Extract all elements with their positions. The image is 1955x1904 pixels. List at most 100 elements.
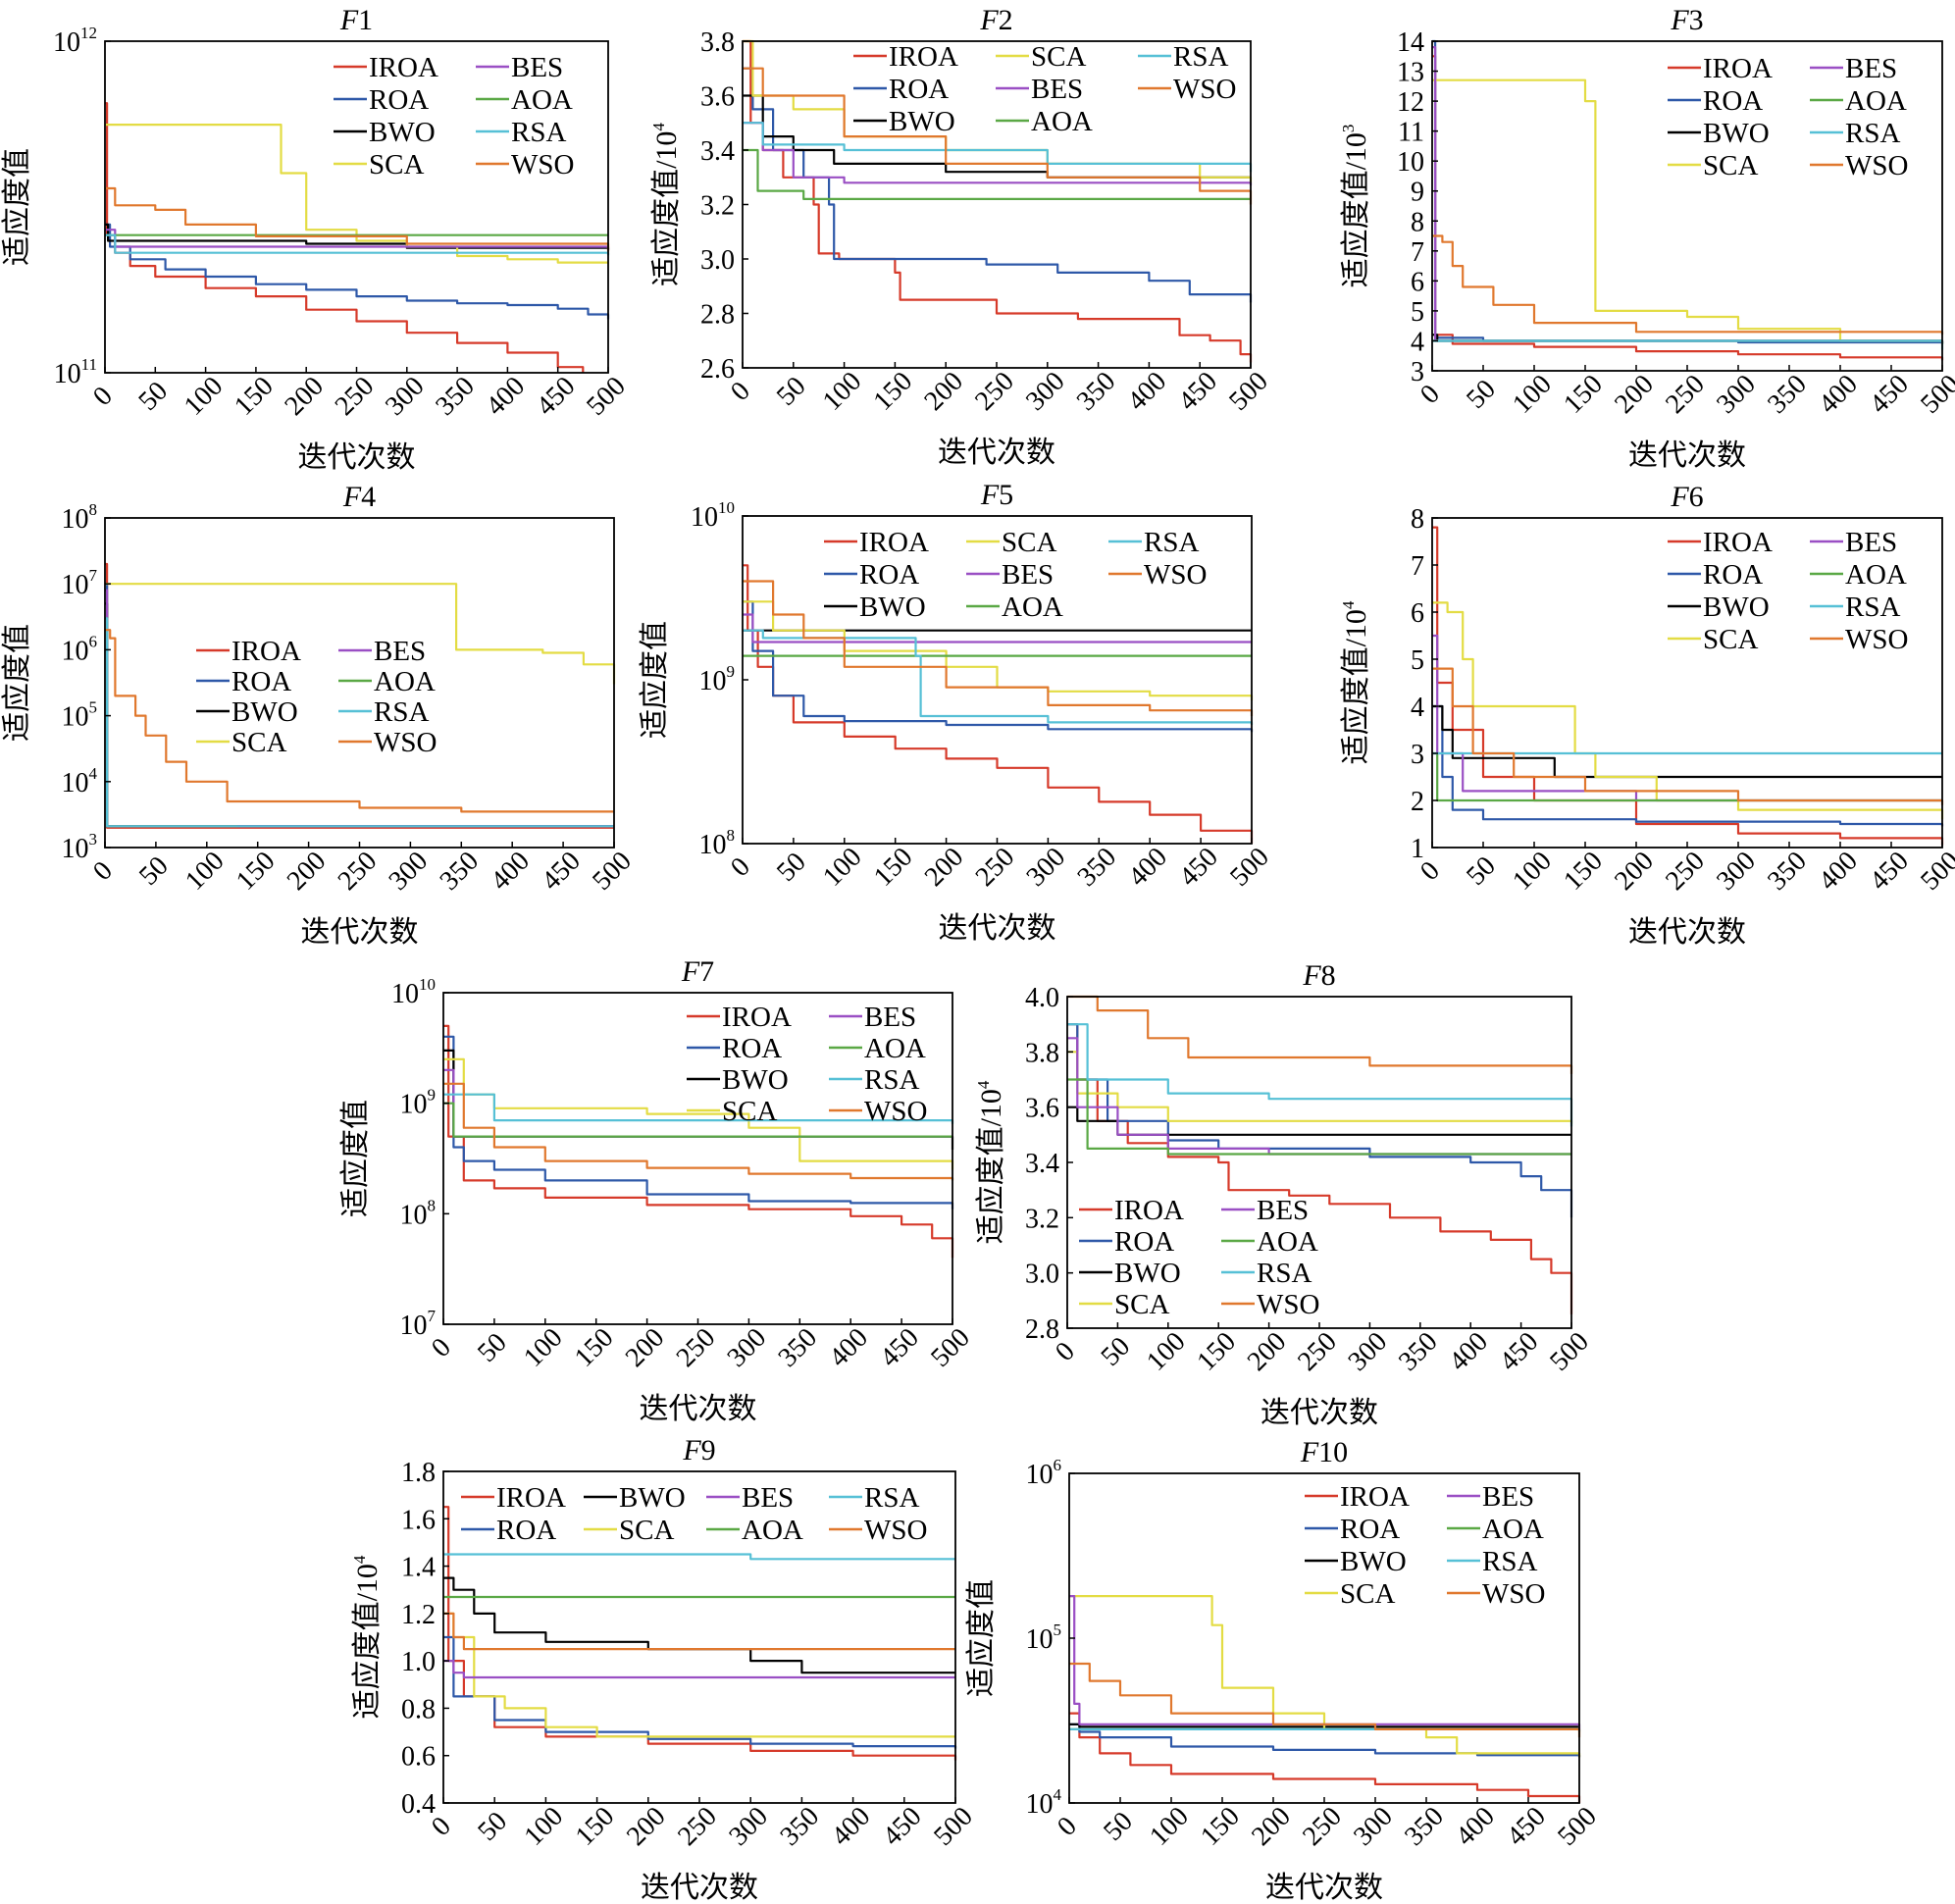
x-tick-label: 500 [1915, 369, 1955, 420]
y-tick-label: 0.6 [401, 1742, 436, 1773]
series-line-ROA [1432, 704, 1944, 827]
x-tick-label: 50 [771, 847, 812, 888]
legend-label-BWO: BWO [1114, 1258, 1181, 1289]
y-tick-label: 5 [1411, 297, 1424, 328]
y-tick-base: 10 [400, 1311, 428, 1341]
legend-label-AOA: AOA [1845, 559, 1907, 591]
y-axis-label: 适应度值 [339, 1100, 372, 1217]
series-line-WSO [1432, 234, 1944, 335]
x-tick-label: 500 [587, 846, 638, 897]
chart-panel-F3: F30 50 100 150 200 250 300 350 400 450 50034567891… [1339, 4, 1955, 472]
series-line-BWO [105, 223, 610, 250]
chart-panel-F1: F10 50 100 150 200 250 300 350 400 450 50010111012… [1, 4, 632, 474]
x-tick-label: 500 [1224, 842, 1275, 893]
x-axis-label: 迭代次数 [640, 1393, 757, 1425]
x-tick-label: 50 [1461, 374, 1502, 415]
y-tick-label: 3.0 [700, 245, 735, 276]
legend-label-SCA: SCA [1002, 527, 1056, 558]
x-tick-label: 150 [231, 846, 282, 897]
y-tick-label: 6 [1411, 598, 1424, 629]
legend-label-WSO: WSO [1845, 624, 1908, 655]
x-tick-label: 0 [426, 1332, 457, 1364]
legend-label-ROA: ROA [859, 559, 919, 591]
x-tick-label: 300 [1711, 369, 1762, 420]
x-tick-label: 300 [1020, 366, 1071, 417]
y-axis-label-text: 适应度值 [1, 148, 33, 266]
series-line-BES [743, 122, 1253, 186]
x-tick-label: 450 [1501, 1801, 1552, 1852]
legend-label-BWO: BWO [1340, 1546, 1407, 1577]
x-tick-label: 450 [1172, 366, 1223, 417]
x-tick-label: 150 [569, 1322, 620, 1373]
legend-label-IROA: IROA [1340, 1481, 1410, 1513]
chart-title-number: 7 [699, 955, 714, 988]
y-axis-label: 适应度值 [1, 624, 33, 742]
x-tick-label: 250 [672, 1801, 723, 1852]
series-line-WSO [105, 186, 610, 252]
x-tick-label: 450 [874, 1322, 925, 1373]
series-line-BWO [1067, 1106, 1571, 1136]
chart-panel-F4: F40 50 100 150 200 250 300 350 400 450 50010310410… [1, 481, 638, 949]
x-tick-label: 100 [817, 842, 868, 893]
legend-label-BES: BES [374, 636, 426, 667]
x-tick-label: 100 [1507, 846, 1558, 897]
legend-label-BES: BES [1845, 53, 1897, 84]
legend-label-BWO: BWO [722, 1064, 789, 1096]
legend-label-IROA: IROA [1703, 527, 1773, 558]
chart-title-number: 1 [358, 4, 373, 36]
series-line-WSO [743, 580, 1254, 716]
x-tick-label: 400 [823, 1322, 874, 1373]
legend-label-SCA: SCA [232, 727, 286, 758]
legend-label-WSO: WSO [511, 149, 574, 180]
y-axis-label: 适应度值/104 [1339, 600, 1372, 764]
y-tick-label: 3 [1411, 357, 1424, 387]
chart-title-letter: F [980, 479, 1000, 511]
x-tick-label: 350 [772, 1322, 823, 1373]
legend-label-IROA: IROA [1703, 53, 1773, 84]
y-tick-base: 10 [691, 502, 718, 533]
x-tick-label: 450 [1494, 1326, 1545, 1377]
x-tick-label: 300 [1343, 1326, 1394, 1377]
y-axis-label-exponent: 4 [1339, 600, 1358, 609]
x-tick-label: 250 [970, 842, 1021, 893]
legend-label-WSO: WSO [864, 1096, 927, 1127]
x-axis-label: 迭代次数 [1265, 1872, 1383, 1904]
chart-title-letter: F [682, 1434, 701, 1467]
legend-label-SCA: SCA [1703, 624, 1758, 655]
series-line-ROA [1069, 1723, 1581, 1758]
y-tick-base: 10 [391, 979, 419, 1009]
y-tick-base: 10 [54, 359, 81, 389]
series-line-IROA [743, 564, 1254, 844]
y-tick-base: 10 [62, 504, 89, 535]
y-tick-label: 3.2 [1025, 1204, 1059, 1234]
x-tick-label: 100 [180, 846, 231, 897]
x-axis-label: 迭代次数 [1628, 439, 1746, 472]
x-tick-label: 150 [868, 842, 919, 893]
legend-label-AOA: AOA [1031, 106, 1093, 137]
chart-title-letter: F [339, 4, 359, 36]
series-line-BWO [105, 602, 614, 828]
x-tick-label: 300 [1711, 846, 1762, 897]
y-tick-label: 108 [699, 826, 736, 860]
x-tick-label: 50 [472, 1327, 513, 1368]
y-tick-label: 1011 [54, 355, 97, 389]
y-axis-label-text: 适应度值 [1, 624, 33, 742]
y-tick-label: 10 [1397, 147, 1424, 178]
legend-label-IROA: IROA [232, 636, 301, 667]
y-tick-base: 10 [400, 1200, 428, 1230]
x-tick-label: 150 [229, 371, 280, 422]
x-tick-label: 200 [1609, 846, 1660, 897]
series-line-WSO [443, 1082, 954, 1181]
y-tick-label: 3.6 [1025, 1094, 1059, 1124]
x-tick-label: 200 [282, 846, 333, 897]
x-axis-label: 迭代次数 [298, 441, 416, 474]
y-tick-label: 1.4 [401, 1553, 436, 1583]
x-tick-label: 250 [330, 371, 381, 422]
legend-label-ROA: ROA [722, 1033, 782, 1064]
y-tick-exponent: 8 [428, 1196, 437, 1214]
legend-label-RSA: RSA [864, 1482, 919, 1514]
y-axis-label: 适应度值 [965, 1579, 998, 1697]
y-tick-label: 103 [62, 830, 98, 864]
y-tick-label: 104 [1026, 1785, 1062, 1820]
legend-label-ROA: ROA [1114, 1226, 1174, 1258]
